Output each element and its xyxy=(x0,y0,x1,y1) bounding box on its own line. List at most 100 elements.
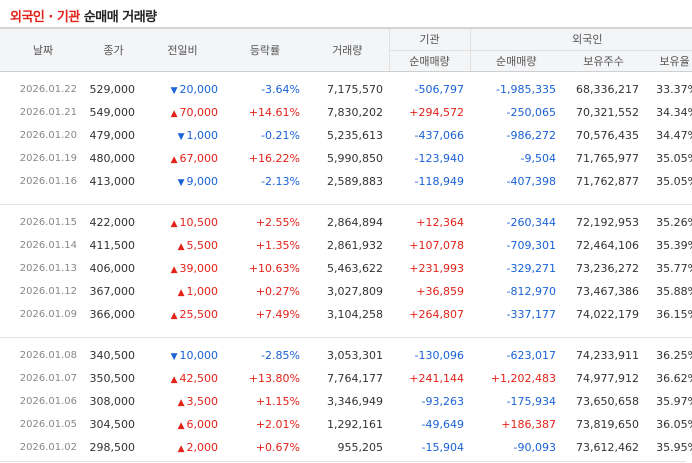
cell-ratio: 33.37% xyxy=(656,83,692,96)
header-ratio: 보유율 xyxy=(645,49,692,72)
header-holdings: 보유주수 xyxy=(562,49,645,72)
cell-date: 2026.01.07 xyxy=(19,373,77,384)
table-row: 2026.01.15 422,000 10,500 +2.55% 2,864,894 +1… xyxy=(0,205,692,234)
cell-ratio: 36.25% xyxy=(656,349,692,362)
cell-foreign-net: -407,398 xyxy=(506,175,556,188)
header-rate: 등락률 xyxy=(224,27,306,72)
header-date: 날짜 xyxy=(0,27,86,72)
cell-date: 2026.01.14 xyxy=(19,240,77,251)
header-institution: 기관 xyxy=(388,27,470,50)
table-body: 2026.01.22 529,000 20,000 -3.64% 7,175,570 -5… xyxy=(0,72,692,460)
table-row: 2026.01.02 298,500 2,000 +0.67% 955,205 -15,9… xyxy=(0,436,692,459)
cell-rate: -2.85% xyxy=(261,349,300,362)
cell-rate: +1.35% xyxy=(255,239,300,252)
cell-change: 25,500 xyxy=(141,303,224,326)
cell-holdings: 70,576,435 xyxy=(576,129,639,142)
cell-inst-net: +241,144 xyxy=(409,372,464,385)
cell-volume: 2,864,894 xyxy=(327,216,383,229)
cell-rate: +7.49% xyxy=(255,308,300,321)
cell-change: 2,000 xyxy=(141,436,224,459)
cell-inst-net: -506,797 xyxy=(414,83,464,96)
cell-holdings: 73,236,272 xyxy=(576,262,639,275)
cell-volume: 5,463,622 xyxy=(327,262,383,275)
cell-volume: 7,175,570 xyxy=(327,83,383,96)
cell-foreign-net: +1,202,483 xyxy=(490,372,556,385)
cell-holdings: 73,467,386 xyxy=(576,285,639,298)
cell-change: 70,000 xyxy=(141,101,224,124)
cell-rate: -3.64% xyxy=(261,83,300,96)
cell-rate: +10.63% xyxy=(248,262,300,275)
cell-close: 413,000 xyxy=(89,175,136,188)
cell-inst-net: -15,904 xyxy=(421,441,464,454)
cell-close: 304,500 xyxy=(89,418,136,431)
cell-close: 308,000 xyxy=(89,395,136,408)
cell-date: 2026.01.21 xyxy=(19,107,77,118)
cell-rate: -0.21% xyxy=(261,129,300,142)
cell-close: 340,500 xyxy=(89,349,136,362)
table-row: 2026.01.19 480,000 67,000 +16.22% 5,990,850 -… xyxy=(0,147,692,170)
cell-change: 10,000 xyxy=(141,338,224,367)
cell-holdings: 72,192,953 xyxy=(576,216,639,229)
cell-close: 406,000 xyxy=(89,262,136,275)
cell-inst-net: +231,993 xyxy=(409,262,464,275)
cell-close: 480,000 xyxy=(89,152,136,165)
header-close: 종가 xyxy=(86,27,141,72)
cell-ratio: 35.77% xyxy=(656,262,692,275)
table-row: 2026.01.16 413,000 9,000 -2.13% 2,589,883 -11… xyxy=(0,170,692,193)
header-foreign: 외국인 xyxy=(469,27,692,50)
table-row: 2026.01.13 406,000 39,000 +10.63% 5,463,622 +… xyxy=(0,257,692,280)
cell-holdings: 74,977,912 xyxy=(576,372,639,385)
group-divider xyxy=(0,204,692,205)
cell-change: 10,500 xyxy=(141,205,224,234)
cell-volume: 3,104,258 xyxy=(327,308,383,321)
cell-change: 1,000 xyxy=(141,280,224,303)
cell-holdings: 68,336,217 xyxy=(576,83,639,96)
cell-ratio: 35.05% xyxy=(656,152,692,165)
cell-date: 2026.01.05 xyxy=(19,419,77,430)
cell-close: 422,000 xyxy=(89,216,136,229)
cell-foreign-net: +186,387 xyxy=(501,418,556,431)
panel-title: 외국인 · 기관 순매매 거래량 xyxy=(10,6,157,25)
cell-close: 529,000 xyxy=(89,83,136,96)
cell-inst-net: -49,649 xyxy=(421,418,464,431)
cell-ratio: 35.05% xyxy=(656,175,692,188)
cell-holdings: 70,321,552 xyxy=(576,106,639,119)
cell-volume: 3,027,809 xyxy=(327,285,383,298)
title-institution: 기관 xyxy=(56,10,80,25)
cell-holdings: 73,650,658 xyxy=(576,395,639,408)
header-inst-net: 순매매량 xyxy=(388,49,470,72)
cell-change: 67,000 xyxy=(141,147,224,170)
cell-change: 9,000 xyxy=(141,170,224,193)
cell-volume: 3,346,949 xyxy=(327,395,383,408)
cell-date: 2026.01.22 xyxy=(19,84,77,95)
cell-foreign-net: -175,934 xyxy=(506,395,556,408)
cell-foreign-net: -260,344 xyxy=(506,216,556,229)
cell-foreign-net: -812,970 xyxy=(506,285,556,298)
cell-change: 5,500 xyxy=(141,234,224,257)
cell-volume: 5,990,850 xyxy=(327,152,383,165)
cell-volume: 7,830,202 xyxy=(327,106,383,119)
cell-holdings: 71,765,977 xyxy=(576,152,639,165)
cell-holdings: 73,819,650 xyxy=(576,418,639,431)
cell-foreign-net: -623,017 xyxy=(506,349,556,362)
cell-inst-net: -130,096 xyxy=(414,349,464,362)
cell-rate: +0.27% xyxy=(255,285,300,298)
cell-rate: +2.55% xyxy=(255,216,300,229)
cell-date: 2026.01.19 xyxy=(19,153,77,164)
cell-volume: 7,764,177 xyxy=(327,372,383,385)
cell-date: 2026.01.02 xyxy=(19,442,77,453)
cell-rate: +1.15% xyxy=(255,395,300,408)
cell-ratio: 34.47% xyxy=(656,129,692,142)
cell-volume: 955,205 xyxy=(337,441,384,454)
cell-close: 479,000 xyxy=(89,129,136,142)
cell-holdings: 72,464,106 xyxy=(576,239,639,252)
table-row: 2026.01.05 304,500 6,000 +2.01% 1,292,161 -49… xyxy=(0,413,692,436)
cell-close: 367,000 xyxy=(89,285,136,298)
header-volume: 거래량 xyxy=(306,27,389,72)
cell-ratio: 35.88% xyxy=(656,285,692,298)
cell-close: 298,500 xyxy=(89,441,136,454)
cell-inst-net: -123,940 xyxy=(414,152,464,165)
cell-inst-net: -118,949 xyxy=(414,175,464,188)
table-row: 2026.01.08 340,500 10,000 -2.85% 3,053,301 -1… xyxy=(0,338,692,367)
